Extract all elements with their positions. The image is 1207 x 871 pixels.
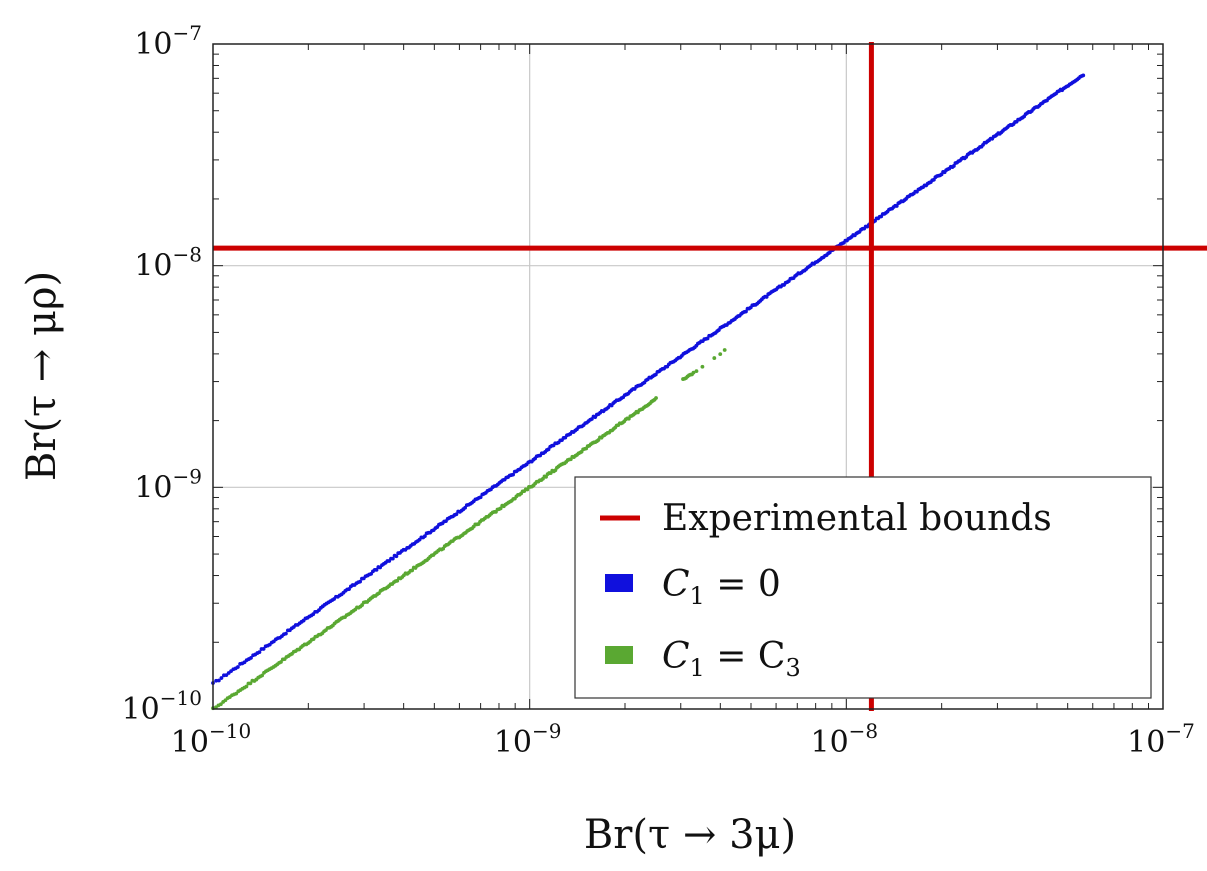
scatter-point	[478, 495, 483, 500]
legend-label-bounds: Experimental bounds	[662, 498, 1052, 539]
scatter-point	[691, 370, 696, 375]
x-tick-label: 10−10	[171, 719, 251, 760]
plot-frame	[212, 43, 1164, 710]
legend: Experimental bounds C1 = 0 C1 = C3	[574, 476, 1152, 699]
scatter-point	[718, 352, 723, 357]
scatter-point	[244, 684, 249, 689]
scatter-point	[261, 647, 266, 651]
x-tick-label: 10−7	[1127, 719, 1195, 760]
scatter-point	[283, 631, 288, 636]
y-tick-label: 10−9	[134, 464, 202, 505]
tick-labels: 10−10 10−9 10−8 10−7 10−10 10−9 10−8 10−7	[122, 21, 1195, 760]
x-axis-title: Br(τ → 3μ)	[584, 812, 796, 858]
scatter-point	[722, 348, 727, 352]
scatter-point	[712, 356, 717, 360]
scatter-point	[700, 364, 705, 369]
scatter-point	[216, 678, 221, 683]
scatter-point	[410, 568, 415, 573]
scatter-point	[744, 309, 748, 314]
scatter-point	[894, 204, 899, 208]
y-axis-title: Br(τ → μρ)	[19, 271, 65, 481]
scatter-points	[211, 73, 1086, 711]
scatter-point	[374, 567, 379, 572]
legend-swatch-c1-zero	[605, 574, 633, 592]
scatter-point	[511, 472, 515, 477]
scatter-point	[219, 676, 224, 680]
scatter-point	[454, 512, 459, 517]
scatter-point	[694, 369, 699, 373]
scatter-point	[654, 396, 658, 400]
scatter-point	[498, 506, 503, 511]
x-tick-label: 10−8	[810, 719, 878, 760]
scatter-point	[347, 587, 351, 591]
scatter-point	[235, 665, 240, 669]
scatter-point	[260, 673, 264, 678]
scatter-point	[422, 534, 427, 539]
legend-label-c1-c3: C1 = C3	[662, 636, 801, 682]
y-tick-label: 10−7	[134, 21, 202, 62]
scatter-point	[218, 702, 223, 707]
legend-box	[574, 476, 1152, 699]
scatter-point	[358, 579, 362, 584]
scatter-point	[257, 650, 262, 655]
scatter-point	[248, 681, 253, 686]
scatter-point	[249, 656, 253, 660]
x-tick-label: 10−9	[494, 719, 562, 760]
legend-swatch-c1-c3	[605, 646, 633, 664]
y-tick-label: 10−8	[134, 243, 202, 284]
legend-label-c1-zero: C1 = 0	[662, 564, 781, 610]
scatter-point	[951, 164, 956, 168]
scatter-point	[390, 556, 395, 561]
scatter-point	[394, 554, 399, 559]
y-tick-label: 10−10	[122, 686, 202, 727]
scatter-point	[1081, 73, 1086, 78]
